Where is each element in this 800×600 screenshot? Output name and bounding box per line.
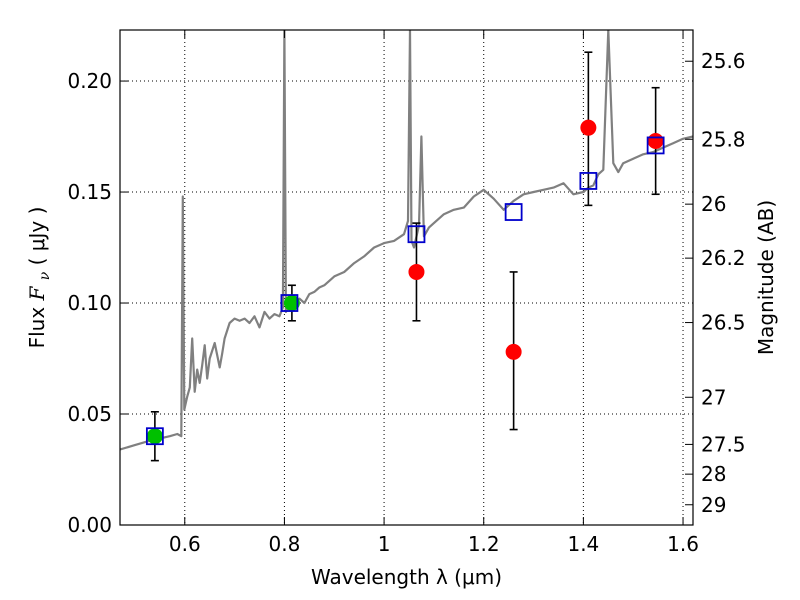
spectrum-line [120,30,693,451]
y2-tick-label: 27.5 [701,432,746,456]
model-photometry-square [407,225,426,244]
x-tick-label: 1.4 [567,532,599,556]
y2-tick-label: 26.2 [701,246,746,270]
x-tick-label: 1.2 [468,532,500,556]
y-tick-label: 0.05 [67,402,112,426]
x-axis-label: Wavelength λ (μm) [311,565,502,589]
labels-layer: Wavelength λ (μm) Flux F ν ( μJy ) Magni… [25,200,778,589]
y-tick-label: 0.15 [67,180,112,204]
y-axis-label-suffix: ( μJy ) [25,207,49,266]
model-photometry-square [646,136,665,155]
observed-point [146,428,163,445]
model-photometry-square [579,172,598,190]
points-layer [145,51,665,462]
grid-layer [120,30,693,526]
x-tick-label: 1 [378,532,391,556]
y-axis-label-subscript: ν [37,271,53,280]
y2-tick-label: 29 [701,493,726,517]
y-axis-label-prefix: Flux [25,300,49,348]
y2-tick-label: 25.6 [701,49,746,73]
y2-tick-label: 26.5 [701,311,746,335]
y-tick-label: 0.00 [67,513,112,537]
observed-point [505,343,522,360]
observed-point [408,263,425,280]
observed-point [580,119,597,136]
model-photometry-square [280,294,299,312]
spectrum-layer [120,30,693,451]
observed-point [647,132,664,149]
y-tick-label: 0.20 [67,69,112,93]
plot-frame [119,29,694,526]
model-photometry-square [504,203,523,221]
ticks-layer: 0.6 0.8 1 1.2 1.4 1.6 0.00 0.05 0.10 0.15 0.20 25.6… [67,30,746,556]
y-axis-label: Flux F ν ( μJy ) [25,207,54,349]
y-tick-label: 0.10 [67,291,112,315]
x-tick-label: 1.6 [667,532,699,556]
y2-tick-label: 27 [701,385,726,409]
y2-axis-label: Magnitude (AB) [754,200,778,355]
x-tick-label: 0.6 [169,532,201,556]
y2-tick-label: 26 [701,192,726,216]
x-tick-label: 0.8 [269,532,301,556]
y2-tick-label: 25.8 [701,127,746,151]
y2-tick-label: 28 [701,462,726,486]
y-axis-label-symbol: F [25,285,49,301]
model-photometry-square [145,427,164,446]
